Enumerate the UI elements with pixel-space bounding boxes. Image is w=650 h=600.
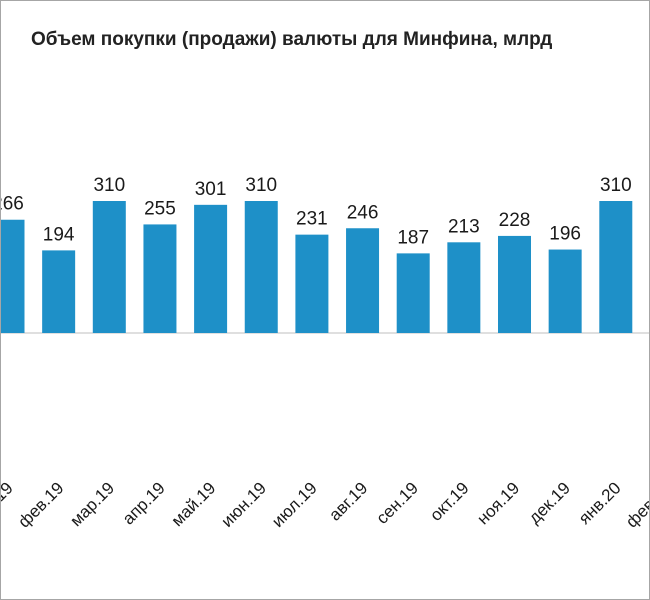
value-label-6: 231 xyxy=(296,209,328,230)
value-label-5: 310 xyxy=(245,175,277,196)
bar-1 xyxy=(42,250,76,333)
bar-11 xyxy=(548,249,582,333)
value-label-7: 246 xyxy=(347,202,379,223)
tick-label-12: янв.20 xyxy=(575,478,625,528)
tick-label-0: янв.19 xyxy=(1,478,17,528)
tick-label-10: ноя.19 xyxy=(473,478,523,528)
bar-12 xyxy=(599,201,633,333)
value-label-3: 255 xyxy=(144,198,176,219)
tick-label-9: окт.19 xyxy=(426,478,472,524)
value-label-8: 187 xyxy=(397,227,429,248)
tick-label-6: июл.19 xyxy=(268,478,321,531)
value-label-12: 310 xyxy=(600,175,632,196)
tick-label-5: июн.19 xyxy=(218,478,271,531)
tick-label-11: дек.19 xyxy=(525,478,574,527)
value-label-1: 194 xyxy=(43,224,75,245)
tick-label-4: май.19 xyxy=(168,478,220,530)
tick-label-3: апр.19 xyxy=(119,478,169,528)
value-label-9: 213 xyxy=(448,216,480,237)
bar-7 xyxy=(346,228,380,333)
bar-10 xyxy=(498,235,531,333)
chart-title: Объем покупки (продажи) валюты для Минфи… xyxy=(31,29,553,50)
tick-label-8: сен.19 xyxy=(373,478,422,527)
value-label-2: 310 xyxy=(93,175,125,196)
value-label-10: 228 xyxy=(499,210,531,231)
bar-6 xyxy=(295,234,329,333)
bar-2 xyxy=(92,201,126,333)
value-label-0: 266 xyxy=(1,194,24,215)
bar-8 xyxy=(396,253,430,333)
bar-9 xyxy=(447,242,481,333)
tick-label-13: фев.20 xyxy=(622,478,650,531)
bar-5 xyxy=(244,201,278,333)
tick-label-2: мар.19 xyxy=(66,478,118,530)
bar-3 xyxy=(143,224,177,333)
bar-4 xyxy=(194,204,228,333)
value-label-4: 301 xyxy=(195,179,227,200)
tick-label-1: фев.19 xyxy=(14,478,67,531)
bar-0 xyxy=(1,219,25,333)
value-label-11: 196 xyxy=(549,224,581,245)
tick-label-7: авг.19 xyxy=(325,478,371,524)
